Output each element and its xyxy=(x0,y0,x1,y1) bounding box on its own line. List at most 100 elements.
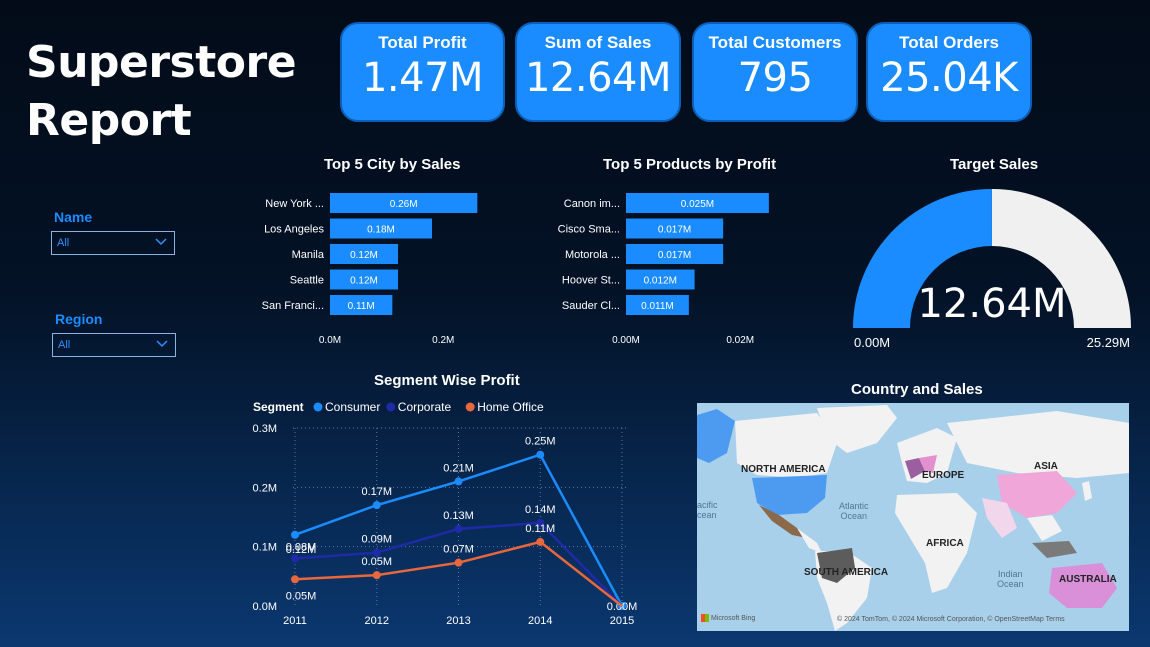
bar[interactable] xyxy=(626,218,724,239)
kpi-value: 12.64M xyxy=(524,55,672,101)
map-label-australia: AUSTRALIA xyxy=(1059,574,1117,585)
product-profit-bar-chart[interactable]: Canon im... 0.025M Cisco Sma... 0.017M Motor… xyxy=(545,185,795,350)
legend-label: Corporate xyxy=(398,400,452,414)
x-tick-label: 0.00M xyxy=(612,335,640,346)
category-label: Sauder Cl... xyxy=(562,300,620,312)
bar[interactable] xyxy=(330,269,398,290)
map-title: Country and Sales xyxy=(851,381,983,398)
gauge-track xyxy=(991,189,1131,328)
legend-marker xyxy=(465,402,475,412)
data-label: 0.00M xyxy=(607,601,638,613)
data-label: 0.012M xyxy=(644,276,677,287)
data-point[interactable] xyxy=(372,571,381,580)
bing-logo: Microsoft Bing xyxy=(701,614,755,622)
kpi-card-total-customers[interactable]: Total Customers 795 xyxy=(692,22,858,122)
legend-title: Segment xyxy=(253,400,304,414)
bar[interactable] xyxy=(330,193,478,213)
gauge-title: Target Sales xyxy=(950,156,1039,173)
kpi-value: 795 xyxy=(737,55,813,101)
x-tick-label: 0.0M xyxy=(319,335,341,346)
data-label: 0.12M xyxy=(350,276,378,287)
data-label: 0.025M xyxy=(681,199,714,210)
slicer-region-dropdown[interactable]: All xyxy=(52,333,176,357)
slicer-name-dropdown[interactable]: All xyxy=(51,231,175,255)
kpi-label: Total Profit xyxy=(378,33,467,52)
world-map-shapes xyxy=(697,405,1129,631)
data-label: 0.09M xyxy=(361,534,392,546)
map-label-asia: ASIA xyxy=(1034,461,1058,472)
data-label: 0.11M xyxy=(348,301,375,312)
data-label: 0.017M xyxy=(658,250,691,261)
bar[interactable] xyxy=(330,218,432,239)
map-label-north-america: NORTH AMERICA xyxy=(741,464,826,475)
data-point[interactable] xyxy=(372,548,381,557)
country-sales-map[interactable]: NORTH AMERICA EUROPE ASIA AFRICA SOUTH A… xyxy=(697,403,1129,631)
kpi-label: Total Orders xyxy=(899,33,999,52)
y-tick-label: 0.2M xyxy=(253,482,277,494)
data-point[interactable] xyxy=(291,575,299,584)
y-tick-label: 0.0M xyxy=(253,601,277,613)
kpi-card-sum-of-sales[interactable]: Sum of Sales 12.64M xyxy=(515,22,681,122)
gauge-min-label: 0.00M xyxy=(854,335,890,350)
data-point[interactable] xyxy=(454,558,463,567)
data-label: 0.11M xyxy=(525,523,555,535)
legend-label: Consumer xyxy=(325,400,380,414)
data-label: 0.12M xyxy=(350,250,378,261)
category-label: Seattle xyxy=(290,275,324,287)
y-tick-label: 0.3M xyxy=(253,423,277,435)
data-label: 0.26M xyxy=(390,199,418,210)
data-point[interactable] xyxy=(291,530,299,539)
legend-marker xyxy=(386,402,396,412)
data-point[interactable] xyxy=(536,450,545,459)
bar[interactable] xyxy=(626,295,689,315)
microsoft-logo-icon xyxy=(701,614,709,622)
segment-legend[interactable]: Segment Consumer Corporate Home Office xyxy=(250,398,550,416)
kpi-value: 1.47M xyxy=(361,55,484,101)
data-point[interactable] xyxy=(372,501,381,510)
x-tick-label: 2014 xyxy=(528,615,552,627)
data-label: 0.25M xyxy=(525,436,556,448)
bar[interactable] xyxy=(626,269,695,290)
bar[interactable] xyxy=(626,193,769,213)
data-point[interactable] xyxy=(536,518,545,527)
kpi-label: Total Customers xyxy=(708,33,842,52)
data-label: 0.18M xyxy=(367,225,395,236)
bar[interactable] xyxy=(330,244,398,264)
slicer-region-label: Region xyxy=(55,311,103,327)
bar[interactable] xyxy=(330,295,393,315)
legend-marker xyxy=(313,402,323,412)
data-label: 0.017M xyxy=(658,225,691,236)
map-label-africa: AFRICA xyxy=(926,538,964,549)
city-sales-bar-chart[interactable]: New York ... 0.26M Los Angeles 0.18M Manila 0… xyxy=(250,185,500,350)
kpi-card-total-orders[interactable]: Total Orders 25.04K xyxy=(866,22,1032,122)
category-label: Motorola ... xyxy=(565,249,620,261)
data-label: 0.07M xyxy=(443,544,474,556)
category-label: Canon im... xyxy=(564,198,620,210)
category-label: Hoover St... xyxy=(562,275,620,287)
legend-label: Home Office xyxy=(477,400,544,414)
report-title-line1: Superstore xyxy=(26,37,297,88)
data-point[interactable] xyxy=(536,537,545,546)
segment-profit-line-chart[interactable]: 0.0M 0.1M 0.2M 0.3M 2011 2012 2013 2014 2015 0.12… xyxy=(245,418,645,633)
data-point[interactable] xyxy=(454,477,463,486)
data-label: 0.08M xyxy=(286,542,317,554)
category-label: Manila xyxy=(292,249,325,261)
x-tick-label: 2013 xyxy=(446,615,470,627)
data-point[interactable] xyxy=(291,554,299,563)
map-attribution[interactable]: © 2024 TomTom, © 2024 Microsoft Corporat… xyxy=(837,616,1065,623)
x-tick-label: 2012 xyxy=(365,615,389,627)
data-label: 0.21M xyxy=(443,462,474,474)
target-sales-gauge[interactable]: 12.64M 0.00M 25.29M xyxy=(845,180,1145,355)
category-label: Cisco Sma... xyxy=(558,224,620,236)
segment-chart-title: Segment Wise Profit xyxy=(374,372,520,389)
data-label: 0.011M xyxy=(641,301,674,312)
slicer-name-label: Name xyxy=(54,209,93,225)
kpi-value: 25.04K xyxy=(880,55,1018,101)
gauge-max-label: 25.29M xyxy=(1087,335,1130,350)
bar[interactable] xyxy=(626,244,724,264)
data-point[interactable] xyxy=(454,524,463,533)
category-label: Los Angeles xyxy=(264,224,324,236)
map-ocean-pacific: acific cean xyxy=(697,500,718,520)
kpi-card-total-profit[interactable]: Total Profit 1.47M xyxy=(340,22,505,122)
x-tick-label: 0.2M xyxy=(432,335,454,346)
